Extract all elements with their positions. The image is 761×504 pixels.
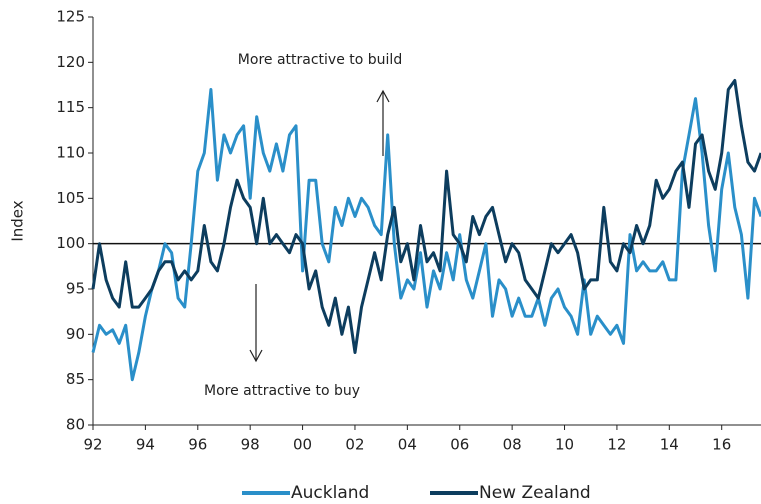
y-axis-label: Index <box>9 200 27 241</box>
annotation: More attractive to buy <box>204 383 360 399</box>
y-tick-label: 90 <box>66 325 85 343</box>
arrow-up <box>376 89 390 156</box>
y-tick-label: 95 <box>66 280 85 298</box>
y-tick-label: 80 <box>66 416 85 434</box>
legend-label: New Zealand <box>479 483 591 503</box>
y-tick-label: 120 <box>56 53 85 71</box>
y-tick-label: 100 <box>56 234 85 252</box>
x-tick-label: 08 <box>503 436 522 454</box>
y-tick-label: 115 <box>56 98 85 116</box>
y-tick-label: 105 <box>56 189 85 207</box>
x-tick-label: 02 <box>345 436 364 454</box>
series-line <box>91 79 761 354</box>
x-tick-label: 16 <box>712 436 731 454</box>
x-tick-label: 98 <box>241 436 260 454</box>
x-tick-label: 94 <box>136 436 155 454</box>
x-tick-label: 04 <box>398 436 417 454</box>
x-tick-label: 00 <box>293 436 312 454</box>
y-tick-label: 125 <box>56 8 85 26</box>
x-tick-label: 92 <box>83 436 102 454</box>
x-tick-label: 06 <box>450 436 469 454</box>
y-tick-label: 85 <box>66 370 85 388</box>
annotation: More attractive to build <box>238 52 402 68</box>
x-tick-label: 96 <box>188 436 207 454</box>
legend-label: Auckland <box>291 483 369 503</box>
x-tick-label: 10 <box>555 436 574 454</box>
x-tick-label: 14 <box>660 436 679 454</box>
x-tick-label: 12 <box>607 436 626 454</box>
y-tick-label: 110 <box>56 144 85 162</box>
series-line <box>91 88 761 382</box>
arrow-down <box>249 284 263 363</box>
